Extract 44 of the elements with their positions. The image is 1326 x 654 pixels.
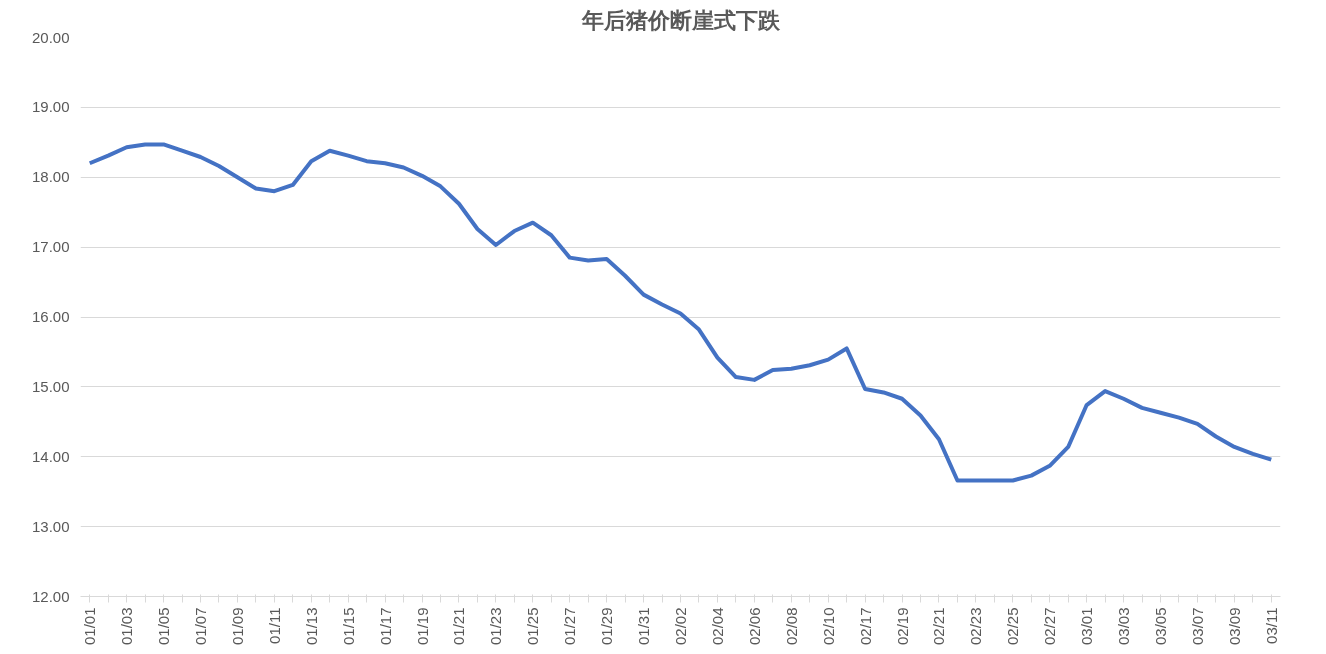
x-tick-label: 02/23 xyxy=(967,607,985,646)
x-tick-label: 03/05 xyxy=(1152,607,1169,646)
x-tick-label: 02/25 xyxy=(1004,607,1022,646)
y-tick-label: 13.00 xyxy=(31,517,70,535)
x-tick-label: 02/19 xyxy=(893,607,911,646)
y-tick-label: 17.00 xyxy=(31,238,70,256)
x-tick-label: 02/17 xyxy=(856,607,874,646)
x-tick-label: 01/29 xyxy=(598,607,616,646)
x-tick-label: 01/11 xyxy=(265,607,283,644)
x-tick-label: 03/03 xyxy=(1115,607,1133,646)
x-tick-label: 01/19 xyxy=(413,607,431,646)
x-tick-label: 01/13 xyxy=(302,607,320,646)
x-tick-label: 01/21 xyxy=(450,607,468,646)
x-tick-label: 01/17 xyxy=(376,607,394,646)
x-tick-label: 02/06 xyxy=(745,607,763,646)
y-tick-label: 12.00 xyxy=(31,587,70,605)
x-tick-label: 01/01 xyxy=(81,607,99,646)
x-tick-label: 03/09 xyxy=(1225,607,1243,646)
chart-title: 年后猪价断崖式下跌 xyxy=(580,7,781,33)
x-tick-label: 02/04 xyxy=(708,607,726,646)
x-tick-label: 03/07 xyxy=(1188,607,1206,646)
x-tick-label: 01/23 xyxy=(487,607,505,646)
x-tick-label: 01/15 xyxy=(339,607,357,646)
x-tick-label: 01/31 xyxy=(635,607,653,646)
x-tick-label: 02/08 xyxy=(782,607,800,646)
x-tick-label: 01/07 xyxy=(192,607,209,646)
y-tick-label: 20.00 xyxy=(31,28,70,46)
x-tick-label: 02/27 xyxy=(1041,607,1059,646)
y-tick-label: 15.00 xyxy=(31,377,70,395)
x-tick-label: 02/10 xyxy=(819,607,837,646)
line-series xyxy=(87,142,1274,483)
x-tick-label: 03/01 xyxy=(1078,607,1096,646)
y-tick-label: 16.00 xyxy=(31,308,70,325)
x-tick-label: 03/11 xyxy=(1262,607,1280,644)
y-tick-label: 19.00 xyxy=(31,98,70,116)
x-tick-label: 01/09 xyxy=(228,607,246,646)
y-tick-label: 18.00 xyxy=(31,168,70,186)
x-tick-label: 01/25 xyxy=(524,607,542,646)
x-tick-label: 01/05 xyxy=(155,607,173,646)
y-tick-label: 14.00 xyxy=(31,447,70,465)
x-tick-label: 02/02 xyxy=(672,607,689,646)
x-tick-label: 02/21 xyxy=(930,607,948,646)
x-tick-label: 01/03 xyxy=(118,607,136,646)
x-tick-label: 01/27 xyxy=(561,607,579,646)
